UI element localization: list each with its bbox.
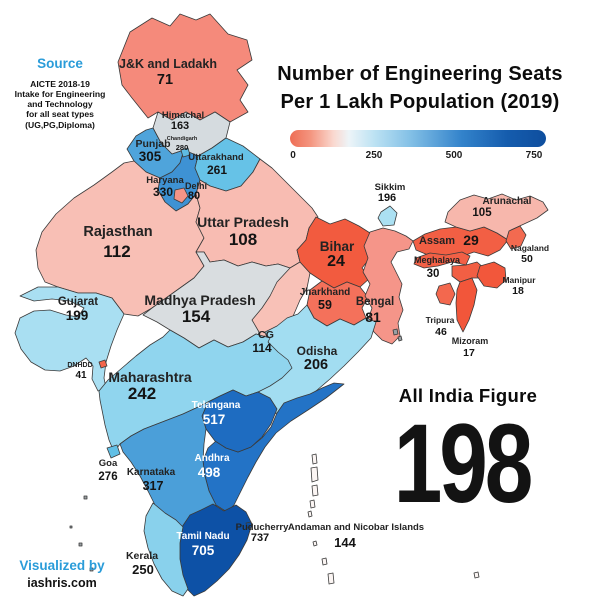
source-line: (UG,PG,Diploma) [25,119,95,130]
state-shape-kerala [143,502,189,597]
state-shape-gujarat [14,286,125,392]
state-shape-puducherry [245,521,253,529]
islands-shape-andaman-nicobar [307,453,480,585]
source-heading: Source [37,56,83,71]
legend-tick-750: 750 [525,150,543,161]
all-india-figure-value: 198 [393,401,534,526]
all-india-figure-label: All India Figure [398,385,538,406]
source-note: Source AICTE 2018-19 Intake for Engineer… [6,56,114,130]
legend-tick-500: 500 [445,150,463,161]
state-shape-karnataka [119,401,217,532]
state-shape-mizoram [455,277,478,333]
islands-shape-lakshadweep [69,328,403,572]
credit-note: Visualized by iashris.com [4,558,120,590]
source-line: Intake for Engineering [14,89,106,100]
state-shape-chandigarh [180,147,191,158]
state-shape-nagaland [505,225,527,250]
legend-tick-250: 250 [365,150,383,161]
title-line-2: Per 1 Lakh Population (2019) [280,91,560,113]
source-line: AICTE 2018-19 [30,79,90,89]
state-shape-manipur [476,261,507,289]
state-shape-jk [117,13,253,123]
source-line: for all seat types [26,109,94,120]
state-shape-goa [106,444,121,459]
credit-line: Visualized by [19,558,105,573]
color-scale-gradient [290,130,546,147]
title-line-1: Number of Engineering Seats [277,63,563,85]
state-shape-meghalaya [413,251,471,269]
state-shape-arunachal [444,193,549,241]
state-shape-dnhdd [98,359,108,369]
state-shape-tamilnadu [177,503,253,597]
page-title: Number of Engineering Seats Per 1 Lakh P… [264,60,576,116]
source-line: and Technology [27,99,93,110]
state-shape-telangana [201,389,278,453]
state-shape-sikkim [377,205,398,227]
credit-site[interactable]: iashris.com [27,576,97,590]
state-shape-tripura [435,282,456,306]
state-shape-delhi [173,187,189,204]
legend-tick-0: 0 [290,150,296,161]
